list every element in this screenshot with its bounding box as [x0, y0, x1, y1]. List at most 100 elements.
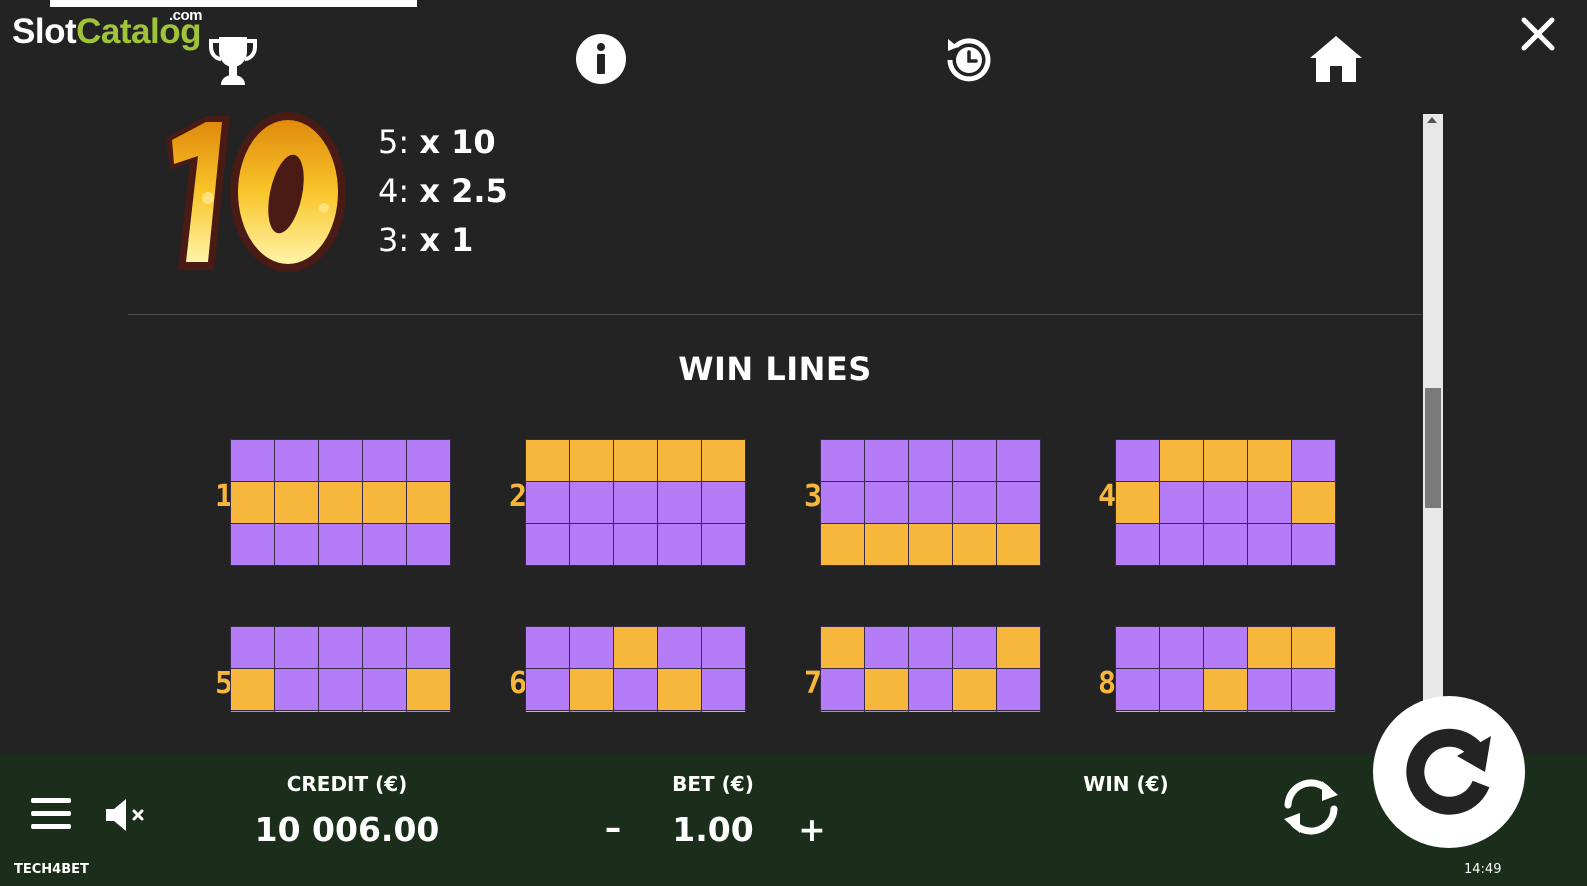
spin-icon[interactable]	[1373, 696, 1525, 848]
win-line-cell	[1204, 627, 1247, 668]
logo-text-slot: Slot	[12, 12, 77, 51]
win-line-number: 2	[509, 479, 528, 514]
win-line-cell	[407, 627, 450, 668]
win-line-cell	[821, 440, 864, 481]
history-icon[interactable]	[942, 33, 996, 87]
win-line-cell-active	[953, 524, 996, 565]
win-line-cell	[231, 711, 274, 712]
win-line-cell	[275, 669, 318, 710]
scroll-up-arrow-icon[interactable]	[1427, 117, 1437, 123]
win-line-cell	[526, 524, 569, 565]
win-line-cell	[953, 711, 996, 712]
paytable-row: 5: x 10	[378, 118, 496, 167]
trophy-icon[interactable]	[205, 32, 261, 88]
info-icon[interactable]	[575, 33, 627, 85]
win-line-cell	[275, 440, 318, 481]
logo-text-com: .com	[169, 7, 203, 24]
win-line-cell	[319, 524, 362, 565]
win-line-cell-active	[231, 669, 274, 710]
win-line-cell	[997, 711, 1040, 712]
paytable-multiplier: x 10	[419, 123, 496, 161]
win-line-cell	[821, 669, 864, 710]
win-line-cell	[1116, 627, 1159, 668]
win-line-cell	[526, 482, 569, 523]
win-line-cell-active	[1248, 627, 1291, 668]
win-line-cell-active	[231, 482, 274, 523]
win-line-cell	[1248, 524, 1291, 565]
win-line-cell-active	[275, 482, 318, 523]
win-line-cell	[319, 669, 362, 710]
win-line-cell	[319, 440, 362, 481]
win-line-number: 6	[509, 666, 528, 701]
win-line-cell-active	[953, 669, 996, 710]
win-line-cell	[363, 524, 406, 565]
win-line-cell	[1248, 711, 1291, 712]
win-line-cell	[658, 482, 701, 523]
win-line-cell	[570, 482, 613, 523]
win-line-cell-active	[614, 627, 657, 668]
win-line-cell-active	[702, 440, 745, 481]
win-line-cell	[407, 440, 450, 481]
win-line-cell-active	[1248, 440, 1291, 481]
win-line-cell-active	[658, 440, 701, 481]
win-line-pattern	[230, 439, 451, 566]
bet-label: BET (€)	[672, 772, 754, 796]
win-line-cell-active	[1292, 627, 1335, 668]
win-line-cell	[407, 524, 450, 565]
win-line-cell	[1204, 524, 1247, 565]
win-line-cell	[1160, 669, 1203, 710]
autoplay-icon[interactable]	[1278, 775, 1344, 839]
win-line-cell	[363, 440, 406, 481]
win-line-cell	[865, 627, 908, 668]
win-line-cell-active	[909, 524, 952, 565]
win-line-cell	[1248, 669, 1291, 710]
home-icon[interactable]	[1308, 33, 1364, 85]
win-line-cell	[1116, 524, 1159, 565]
paytable-row: 3: x 1	[378, 216, 473, 265]
win-line-cell	[1116, 669, 1159, 710]
bet-plus-button[interactable]: +	[798, 810, 826, 849]
win-line-cell	[865, 482, 908, 523]
bet-minus-button[interactable]: –	[604, 808, 622, 847]
win-line-cell	[231, 440, 274, 481]
win-line-cell	[614, 524, 657, 565]
win-line-cell-active	[865, 669, 908, 710]
win-line-pattern	[820, 626, 1041, 712]
win-line-cell-active	[407, 669, 450, 710]
win-line-cell	[526, 627, 569, 668]
win-line-number: 1	[215, 479, 234, 514]
win-line-cell	[702, 482, 745, 523]
win-line-pattern	[230, 626, 451, 712]
sound-muted-icon[interactable]	[104, 796, 148, 834]
footer-bar	[0, 753, 1587, 886]
win-line-cell-active	[997, 627, 1040, 668]
win-line-cell-active	[526, 711, 569, 712]
win-line-cell-active	[1160, 711, 1203, 712]
paytable-count: 4:	[378, 172, 410, 210]
win-line-pattern	[820, 439, 1041, 566]
win-line-cell-active	[1204, 669, 1247, 710]
win-line-cell-active	[1160, 440, 1203, 481]
win-line-cell-active	[865, 524, 908, 565]
logo-text-catalog: Catalog	[76, 12, 201, 51]
win-line-cell	[570, 627, 613, 668]
win-line-cell-active	[702, 711, 745, 712]
win-line-cell	[865, 711, 908, 712]
win-line-cell-active	[821, 524, 864, 565]
win-line-cell-active	[658, 669, 701, 710]
spin-button[interactable]	[1373, 696, 1525, 848]
win-line-cell	[909, 482, 952, 523]
menu-icon[interactable]	[30, 795, 72, 833]
close-icon[interactable]	[1518, 14, 1558, 54]
win-line-cell	[319, 627, 362, 668]
win-line-cell	[614, 711, 657, 712]
win-line-cell	[1160, 627, 1203, 668]
win-line-cell	[702, 669, 745, 710]
win-line-cell-active	[909, 711, 952, 712]
win-line-cell	[363, 669, 406, 710]
scrollbar-thumb[interactable]	[1425, 388, 1441, 508]
win-line-cell	[275, 627, 318, 668]
win-line-cell	[953, 482, 996, 523]
win-line-cell-active	[363, 711, 406, 712]
win-line-cell	[231, 627, 274, 668]
